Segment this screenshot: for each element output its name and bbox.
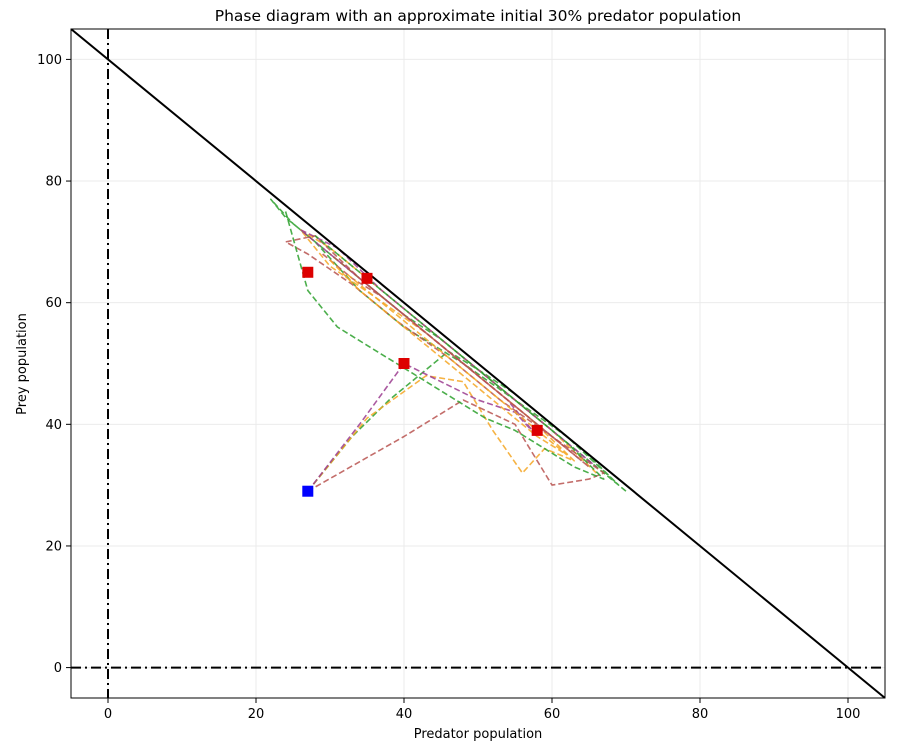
red-marker <box>303 267 313 277</box>
x-tick-label: 0 <box>104 707 112 722</box>
y-tick-label: 20 <box>45 539 62 554</box>
red-marker <box>362 273 372 283</box>
x-tick-label: 100 <box>836 707 861 722</box>
y-tick-label: 0 <box>54 661 62 676</box>
y-axis-label: Prey population <box>15 313 30 415</box>
start-marker <box>303 486 313 496</box>
chart-title: Phase diagram with an approximate initia… <box>215 7 742 25</box>
y-tick-label: 100 <box>37 53 62 68</box>
y-tick-label: 80 <box>45 175 62 190</box>
y-tick-label: 60 <box>45 296 62 311</box>
y-tick-label: 40 <box>45 418 62 433</box>
red-marker <box>399 359 409 369</box>
red-marker <box>532 425 542 435</box>
x-tick-label: 60 <box>544 707 561 722</box>
x-tick-label: 20 <box>248 707 265 722</box>
x-tick-label: 80 <box>692 707 709 722</box>
x-axis-label: Predator population <box>414 727 543 742</box>
x-tick-label: 40 <box>396 707 413 722</box>
